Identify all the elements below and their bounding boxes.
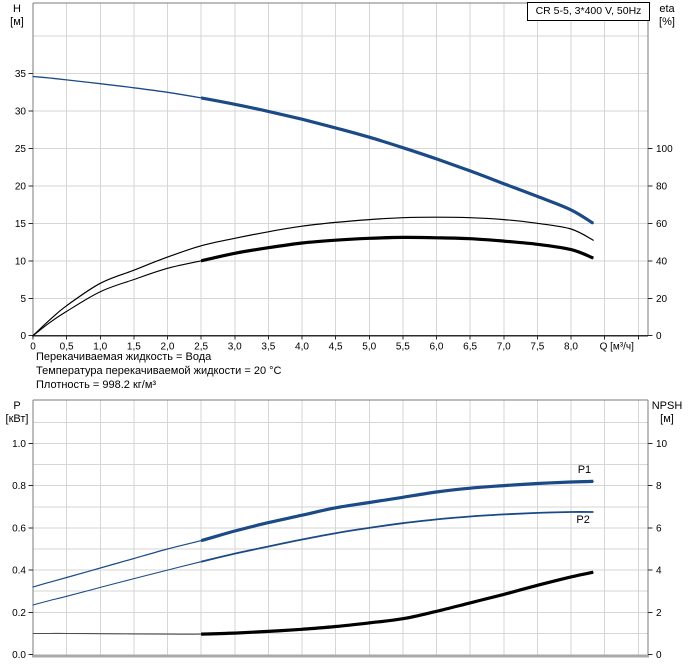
tick-labels: 0.0 0.2 0.4 0.6 0.8 1.0 0 2 4 6 8 10 xyxy=(12,439,667,661)
y-left-tick-label: 30 xyxy=(15,107,27,118)
y-axis-left-title: P xyxy=(13,400,20,412)
pump-model-title: CR 5-5, 3*400 V, 50Hz xyxy=(527,2,650,21)
y-axis-left-title: H xyxy=(13,3,21,15)
y-left-tick-label: 0 xyxy=(20,331,26,342)
x-tick-label: 1,0 xyxy=(93,342,107,353)
P2-curve xyxy=(201,511,594,563)
eta-pump-motor-curve-thin xyxy=(32,236,594,337)
P1-curve xyxy=(201,479,594,543)
fluid-info-block: Перекачиваемая жидкость = Вода Температу… xyxy=(36,350,281,392)
tick-marks xyxy=(28,442,653,656)
x-tick-label: 7,0 xyxy=(497,342,511,353)
y-left-tick-label: 25 xyxy=(15,144,27,155)
x-tick-label: 3,5 xyxy=(261,342,275,353)
y-right-tick-label: 6 xyxy=(656,523,662,534)
y-left-tick-label: 5 xyxy=(20,294,26,305)
x-tick-label: 6,0 xyxy=(430,342,444,353)
y-right-tick-label: 4 xyxy=(656,566,662,577)
tick-labels: 0 0,5 1,0 1,5 2,0 2,5 3,0 3,5 4,0 4,5 5,0 5,5 6,0 6,5… xyxy=(15,69,673,353)
y-right-tick-label: 40 xyxy=(656,256,668,267)
axes xyxy=(32,2,649,337)
y-axis-left-title: [м] xyxy=(10,16,24,28)
x-tick-label: 7,5 xyxy=(530,342,544,353)
eta-pump-curve-thin xyxy=(32,216,594,337)
x-tick-label: 5,0 xyxy=(362,342,376,353)
y-left-tick-label: 10 xyxy=(15,256,27,267)
x-tick-label: 4,0 xyxy=(295,342,309,353)
gridlines xyxy=(33,3,648,336)
curve-label-P1: P1 xyxy=(578,464,591,476)
x-tick-label: 8,0 xyxy=(564,342,578,353)
y-right-tick-label: 0 xyxy=(656,650,662,661)
curve-label-P2: P2 xyxy=(576,514,589,526)
y-axis-right-title: [%] xyxy=(659,16,675,28)
x-tick-label: 2,0 xyxy=(161,342,175,353)
x-tick-label: 6,5 xyxy=(463,342,477,353)
y-left-tick-label: 0.8 xyxy=(12,481,26,492)
y-right-tick-label: 0 xyxy=(656,331,662,342)
y-axis-right-title: eta xyxy=(659,3,675,15)
x-axis-title: Q [м³/ч] xyxy=(600,342,635,353)
x-tick-label: 2,5 xyxy=(194,342,208,353)
y-left-tick-label: 0.0 xyxy=(12,650,26,661)
P1-curve-thin xyxy=(32,480,594,588)
NPSH-curve xyxy=(201,570,594,636)
y-axis-right-title: [м] xyxy=(660,413,674,425)
x-tick-label: 4,5 xyxy=(329,342,343,353)
x-tick-label: 3,0 xyxy=(228,342,242,353)
H-curve-thin xyxy=(32,75,594,224)
power-npsh-chart: 0.0 0.2 0.4 0.6 0.8 1.0 0 2 4 6 8 10 P[кВт] NPSH[м] P1… xyxy=(6,399,683,661)
y-left-tick-label: 1.0 xyxy=(12,439,26,450)
x-tick-label: 0 xyxy=(30,342,36,353)
x-tick-label: 0,5 xyxy=(60,342,74,353)
y-axis-right-title: NPSH xyxy=(652,400,683,412)
gridlines xyxy=(33,400,648,655)
x-tick-label: 1,5 xyxy=(127,342,141,353)
y-right-tick-label: 8 xyxy=(656,481,662,492)
y-axis-left-title: [кВт] xyxy=(6,413,29,425)
axis-corner-labels: P[кВт] NPSH[м] xyxy=(6,400,683,425)
y-left-tick-label: 20 xyxy=(15,181,27,192)
axis-corner-labels: H[м] eta[%] xyxy=(10,3,675,28)
y-left-tick-label: 15 xyxy=(15,219,27,230)
y-right-tick-label: 60 xyxy=(656,219,668,230)
fluid-info-density: Плотность = 998.2 кг/м³ xyxy=(36,379,157,391)
fluid-info-temperature: Температура перекачиваемой жидкости = 20… xyxy=(36,365,282,377)
y-left-tick-label: 0.2 xyxy=(12,608,26,619)
y-right-tick-label: 20 xyxy=(656,294,668,305)
y-left-tick-label: 35 xyxy=(15,69,27,80)
head-efficiency-chart: 0 0,5 1,0 1,5 2,0 2,5 3,0 3,5 4,0 4,5 5,0 5,5 6,0 6,5… xyxy=(10,2,676,353)
y-right-tick-label: 2 xyxy=(656,608,662,619)
fluid-info-liquid: Перекачиваемая жидкость = Вода xyxy=(36,351,212,363)
y-right-tick-label: 10 xyxy=(656,439,668,450)
y-right-tick-label: 100 xyxy=(656,144,673,155)
y-right-tick-label: 80 xyxy=(656,181,668,192)
eta-pump-motor-curve xyxy=(201,235,594,263)
H-curve xyxy=(201,96,595,225)
x-tick-label: 5,5 xyxy=(396,342,410,353)
tick-marks xyxy=(28,73,653,340)
y-left-tick-label: 0.6 xyxy=(12,523,26,534)
y-left-tick-label: 0.4 xyxy=(12,566,26,577)
NPSH-curve-thin xyxy=(32,571,594,635)
